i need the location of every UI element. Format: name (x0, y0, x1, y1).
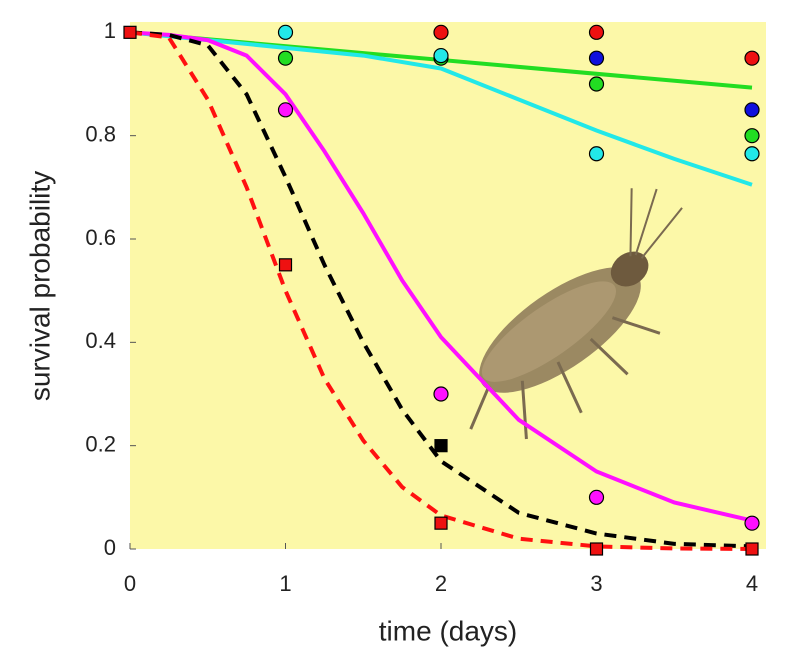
circle-point (434, 25, 448, 39)
x-axis-title: time (days) (379, 615, 517, 646)
circle-point (745, 129, 759, 143)
circle-point (745, 147, 759, 161)
square-point (435, 440, 447, 452)
square-point (591, 543, 603, 555)
chart: time (days) survival probability 0 1 2 3 4 0 0… (0, 0, 794, 660)
circle-point (590, 51, 604, 65)
circle-point (590, 25, 604, 39)
y-tick-label: 0.2 (85, 431, 116, 456)
x-tick-label: 4 (746, 571, 758, 596)
circle-point (279, 25, 293, 39)
circle-point (745, 516, 759, 530)
circle-point (745, 103, 759, 117)
y-tick-label: 0.8 (85, 121, 116, 146)
circle-point (590, 147, 604, 161)
x-tick-label: 0 (124, 571, 136, 596)
x-tick-label: 1 (279, 571, 291, 596)
y-axis-title: survival probability (24, 171, 55, 401)
x-tick-label: 3 (590, 571, 602, 596)
circle-point (745, 51, 759, 65)
y-tick-label: 0 (104, 535, 116, 560)
square-point (435, 517, 447, 529)
circle-point (590, 490, 604, 504)
circle-point (590, 77, 604, 91)
circle-point (434, 49, 448, 63)
x-tick-label: 2 (435, 571, 447, 596)
y-tick-label: 1 (104, 18, 116, 43)
plot-background (130, 22, 766, 549)
square-point (124, 26, 136, 38)
y-tick-label: 0.6 (85, 225, 116, 250)
circle-point (279, 51, 293, 65)
circle-point (434, 387, 448, 401)
square-point (280, 259, 292, 271)
circle-point (279, 103, 293, 117)
square-point (746, 543, 758, 555)
page: {"chart_data": {"type": "line", "xlabel"… (0, 0, 794, 660)
y-tick-label: 0.4 (85, 328, 116, 353)
